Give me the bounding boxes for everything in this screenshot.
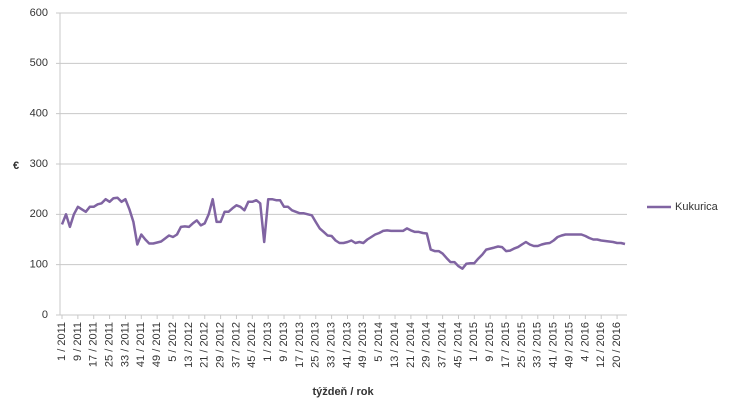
x-tick-label: 4 / 2016 (579, 322, 591, 362)
x-tick-label: 13 / 2012 (183, 322, 195, 368)
x-axis-label: týždeň / rok (312, 386, 374, 398)
x-tick-label: 5 / 2014 (373, 322, 385, 362)
x-tick-label: 33 / 2015 (532, 322, 544, 368)
x-tick-label: 45 / 2012 (246, 322, 258, 368)
x-tick-label: 17 / 2013 (294, 322, 306, 368)
x-tick-label: 41 / 2015 (548, 322, 560, 368)
x-tick-label: 49 / 2011 (151, 322, 163, 367)
y-tick-label: 600 (30, 7, 48, 19)
legend-label: Kukurica (675, 201, 719, 213)
y-tick-label: 0 (42, 309, 48, 321)
x-tick-label: 25 / 2013 (310, 322, 322, 368)
x-tick-label: 5 / 2012 (167, 322, 179, 362)
x-tick-label: 33 / 2011 (119, 322, 131, 367)
x-tick-label: 9 / 2011 (72, 322, 84, 361)
x-tick-label: 1 / 2013 (262, 322, 274, 362)
y-tick-label: 300 (30, 158, 48, 170)
x-tick-label: 9 / 2013 (278, 322, 290, 362)
y-tick-label: 400 (30, 108, 48, 120)
x-tick-label: 25 / 2011 (103, 322, 115, 367)
x-tick-label: 37 / 2012 (230, 322, 242, 368)
x-tick-label: 45 / 2014 (452, 322, 464, 368)
y-tick-label: 100 (30, 259, 48, 271)
x-tick-label: 21 / 2014 (405, 322, 417, 368)
x-tick-label: 33 / 2013 (326, 322, 338, 368)
x-tick-label: 41 / 2011 (135, 322, 147, 367)
x-tick-label: 41 / 2013 (341, 322, 353, 368)
x-tick-label: 9 / 2015 (484, 322, 496, 362)
x-tick-label: 25 / 2015 (516, 322, 528, 368)
x-tick-label: 20 / 2016 (611, 322, 623, 368)
x-tick-label: 12 / 2016 (595, 322, 607, 368)
line-series (60, 196, 626, 270)
y-tick-label: 500 (30, 57, 48, 69)
x-tick-label: 29 / 2014 (421, 322, 433, 368)
x-tick-label: 21 / 2012 (199, 322, 211, 368)
x-tick-label: 17 / 2011 (88, 322, 100, 367)
y-tick-label: 200 (30, 208, 48, 220)
x-tick-label: 13 / 2014 (389, 322, 401, 368)
x-tick-label: 49 / 2015 (563, 322, 575, 368)
x-tick-label: 37 / 2014 (437, 322, 449, 368)
y-axis-label: € (13, 160, 19, 172)
x-tick-label: 49 / 2013 (357, 322, 369, 368)
x-tick-label: 1 / 2011 (56, 322, 68, 361)
x-tick-label: 1 / 2015 (468, 322, 480, 362)
x-tick-label: 17 / 2015 (500, 322, 512, 368)
x-tick-label: 29 / 2012 (214, 322, 226, 368)
